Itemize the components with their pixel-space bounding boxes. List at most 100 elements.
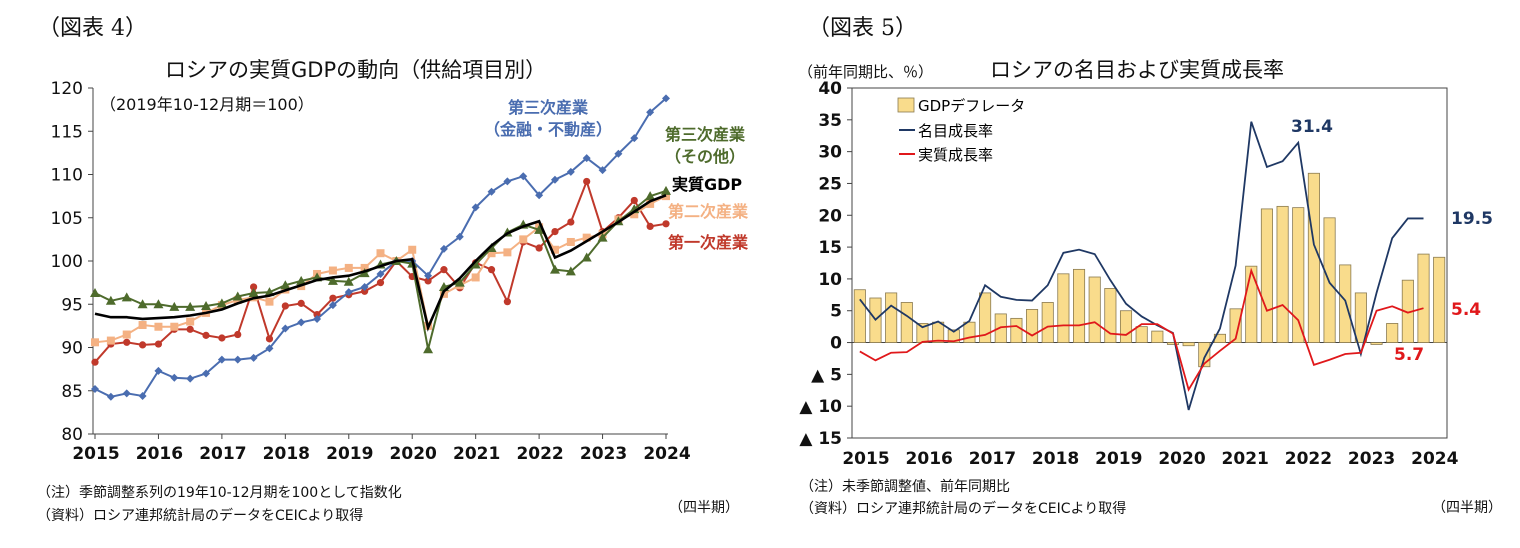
chart4-data-point <box>567 218 575 226</box>
chart4-x-tick-label: 2019 <box>326 444 373 464</box>
chart4-data-point <box>186 374 195 383</box>
chart5-series-line-2 <box>859 267 1424 392</box>
chart4-data-point <box>519 235 528 244</box>
chart5-y-tick-label: 15 <box>818 238 842 258</box>
chart4-subtitle: （2019年10-12月期＝100） <box>100 95 314 114</box>
chart4-data-point <box>105 295 116 305</box>
chart5-bar <box>947 329 960 343</box>
chart5-x-tick-label: 2022 <box>1285 449 1332 469</box>
chart5-bar <box>1151 330 1164 343</box>
chart4-data-point <box>583 177 591 186</box>
chart5-y-tick-label: 40 <box>818 79 842 99</box>
chart4-data-point <box>662 220 670 228</box>
chart5-x-tick-label: 2017 <box>969 449 1016 469</box>
chart4-data-point <box>661 185 671 195</box>
chart4-data-point <box>535 244 543 252</box>
chart4-data-point <box>646 108 655 117</box>
chart4-data-point <box>296 275 307 285</box>
chart5-y-tick-label: ▲ 5 <box>811 365 842 385</box>
chart5-bar <box>1135 326 1148 343</box>
chart4-data-point <box>281 302 289 310</box>
chart5-y-tick-label: 10 <box>818 270 842 290</box>
chart4-data-point <box>328 301 337 310</box>
chart4-data-point <box>360 282 369 291</box>
chart4-data-point <box>471 273 480 282</box>
chart4-data-point <box>216 298 227 308</box>
chart5-annotation-real-latest: 5.4 <box>1451 300 1481 320</box>
chart4-data-point <box>565 266 576 276</box>
chart4-data-point <box>202 369 211 378</box>
chart4-data-point <box>344 263 353 272</box>
chart4-data-point <box>138 341 147 349</box>
chart4-x-unit: （四半期） <box>669 500 739 516</box>
chart5-bar <box>1292 207 1305 343</box>
chart4-data-point <box>280 280 291 290</box>
chart5-legend-swatch-deflator <box>897 97 915 113</box>
chart4-data-point <box>582 154 591 163</box>
chart4-y-tick-label: 105 <box>51 209 83 229</box>
chart4-data-point <box>551 227 559 236</box>
chart4-data-point <box>170 373 179 382</box>
chart4-data-point <box>550 175 559 184</box>
chart4-data-point <box>455 232 464 241</box>
chart4-data-point <box>646 199 655 208</box>
chart4-data-point <box>154 340 163 348</box>
chart5-annotation-nominal-latest: 19.5 <box>1451 209 1493 229</box>
chart4-data-point <box>137 299 148 309</box>
chart4-data-point <box>549 264 560 274</box>
chart4-data-point <box>630 134 639 143</box>
chart5-bar <box>1417 253 1430 343</box>
chart4-series-label: （金融・不動産） <box>484 120 612 139</box>
chart4-data-point <box>138 321 147 330</box>
chart4-data-point <box>327 275 338 285</box>
chart4-x-tick-label: 2024 <box>643 444 690 464</box>
chart4-data-point <box>122 389 131 398</box>
chart5-legend-deflator: GDPデフレータ <box>918 97 1025 115</box>
chart4-data-point <box>313 314 322 323</box>
chart4-data-point <box>123 338 131 346</box>
chart4-data-point <box>471 203 480 212</box>
chart4-data-point <box>138 391 147 400</box>
chart5-y-tick-label: 0 <box>830 334 842 354</box>
chart4-series-label: （その他） <box>665 147 745 166</box>
chart5-annotation-real-prev: 5.7 <box>1394 345 1424 365</box>
chart4-data-point <box>582 233 591 242</box>
chart4-data-point <box>424 271 433 280</box>
chart4-data-point <box>265 297 274 306</box>
chart4-data-point <box>202 331 210 339</box>
chart4-y-tick-label: 85 <box>61 382 83 402</box>
chart4-data-point <box>91 385 99 394</box>
chart5-bar <box>1323 217 1336 343</box>
chart5-x-tick-label: 2021 <box>1222 449 1269 469</box>
chart4-data-point <box>217 355 226 364</box>
chart5-annotation-peak: 31.4 <box>1291 117 1333 137</box>
chart4-data-point <box>106 392 115 401</box>
chart4-data-point <box>170 322 179 331</box>
chart5-bar <box>1088 276 1101 343</box>
chart5-x-tick-label: 2015 <box>842 449 889 469</box>
chart5-bar <box>1276 205 1289 343</box>
chart5-x-tick-label: 2018 <box>1032 449 1079 469</box>
chart4-data-point <box>439 244 448 253</box>
chart4-data-point <box>248 288 259 298</box>
chart4-x-tick-label: 2020 <box>390 444 437 464</box>
chart5-bar <box>1041 302 1054 343</box>
chart4-data-point <box>91 338 99 347</box>
chart4-data-point <box>534 224 545 234</box>
chart5-x-tick-label: 2016 <box>906 449 953 469</box>
chart5-bar <box>963 321 976 343</box>
chart4-data-point <box>233 355 242 364</box>
chart5-y-tick-label: 20 <box>818 206 842 226</box>
chart5-bar <box>1433 256 1446 343</box>
chart4-data-point <box>630 210 639 219</box>
chart4-data-point <box>630 196 638 205</box>
chart4-data-point <box>234 330 242 339</box>
chart4-data-point <box>153 299 164 309</box>
chart4-data-point <box>519 172 528 181</box>
chart4-x-tick-label: 2018 <box>263 444 310 464</box>
chart5-x-tick-label: 2023 <box>1348 449 1395 469</box>
chart4-data-point <box>503 248 512 257</box>
chart5-source: （資料）ロシア連邦統計局のデータをCEICより取得 <box>800 501 1127 517</box>
chart4-data-point <box>360 263 369 272</box>
